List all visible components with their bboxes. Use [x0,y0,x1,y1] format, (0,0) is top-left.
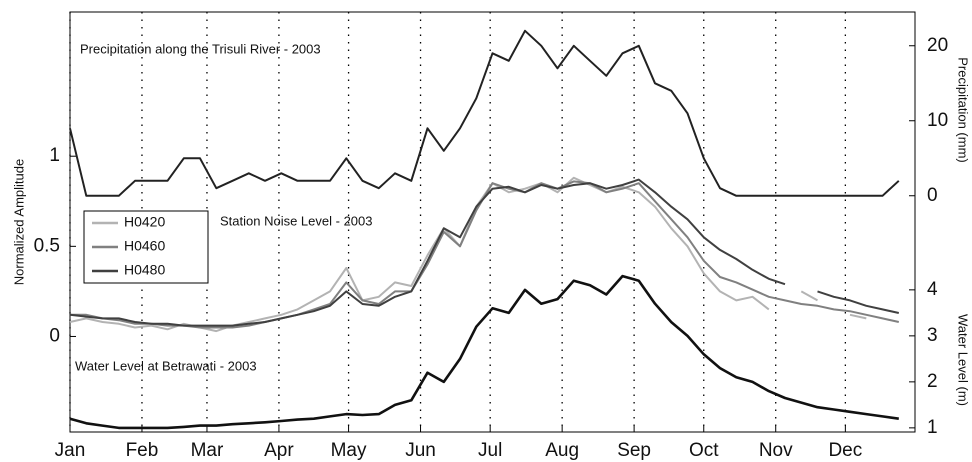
y2-tick-label: 10 [927,110,948,131]
series-line [69,178,900,327]
x-tick-label: May [331,440,367,461]
x-tick-label: Jun [405,440,436,461]
x-tick-label: Aug [545,440,579,461]
y3-tick-label: 3 [927,325,938,346]
x-tick-label: Jul [478,440,502,461]
x-tick-label: Mar [191,440,224,461]
y2-axis-label: Precipitation (mm) [956,57,971,162]
x-tick-label: Oct [689,440,719,461]
y-axis-label: Normalized Amplitude [11,159,26,285]
x-tick-label: Nov [759,440,793,461]
series-line [69,29,900,197]
x-tick-label: Jan [55,440,86,461]
y3-tick-label: 2 [927,371,938,392]
y-tick-label: 1 [49,145,60,166]
x-tick-label: Apr [264,440,294,461]
y-tick-label: 0.5 [34,235,60,256]
y3-tick-label: 4 [927,279,938,300]
legend-label: H0480 [124,262,165,278]
legend-label: H0420 [124,214,165,230]
y-tick-label: 0 [49,325,60,346]
legend-label: H0460 [124,238,165,254]
x-tick-label: Feb [126,440,159,461]
x-tick-label: Dec [828,440,862,461]
y2-tick-label: 20 [927,35,948,56]
annotation: Precipitation along the Trisuli River - … [80,41,321,56]
plot-frame [69,11,916,433]
annotation: Water Level at Betrawati - 2003 [75,358,257,373]
series-line [69,274,899,430]
y3-tick-label: 1 [927,417,938,438]
y3-axis-label: Water Level (m) [956,314,971,406]
annotation: Station Noise Level - 2003 [220,213,372,228]
y2-tick-label: 0 [927,185,938,206]
x-tick-label: Sep [617,440,651,461]
